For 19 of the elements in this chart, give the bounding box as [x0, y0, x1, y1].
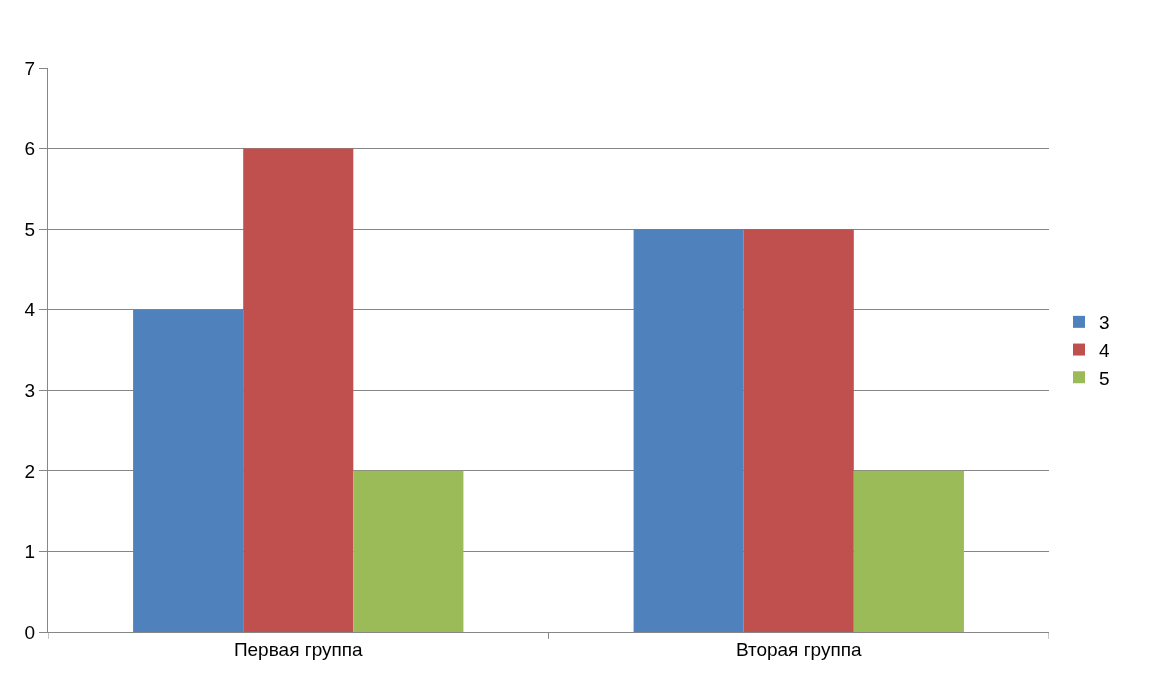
y-tick-label: 7: [24, 57, 36, 79]
y-tick-label: 6: [24, 138, 36, 160]
bar: [353, 470, 464, 632]
legend-label: 5: [1099, 367, 1110, 389]
y-tick-label: 2: [24, 460, 36, 482]
bar: [853, 470, 964, 632]
bar: [633, 229, 744, 632]
legend-label: 4: [1099, 339, 1111, 361]
y-tick-label: 1: [24, 541, 36, 563]
y-tick-label: 4: [24, 299, 36, 321]
bar: [133, 309, 244, 632]
y-tick-label: 5: [24, 218, 36, 240]
bar: [743, 229, 854, 632]
x-tick-label: Вторая группа: [735, 638, 863, 660]
bar: [243, 148, 354, 632]
y-tick-label: 3: [24, 379, 36, 401]
legend-label: 3: [1099, 312, 1110, 334]
x-tick-label: Первая группа: [233, 638, 364, 660]
y-tick-label: 0: [24, 621, 36, 643]
